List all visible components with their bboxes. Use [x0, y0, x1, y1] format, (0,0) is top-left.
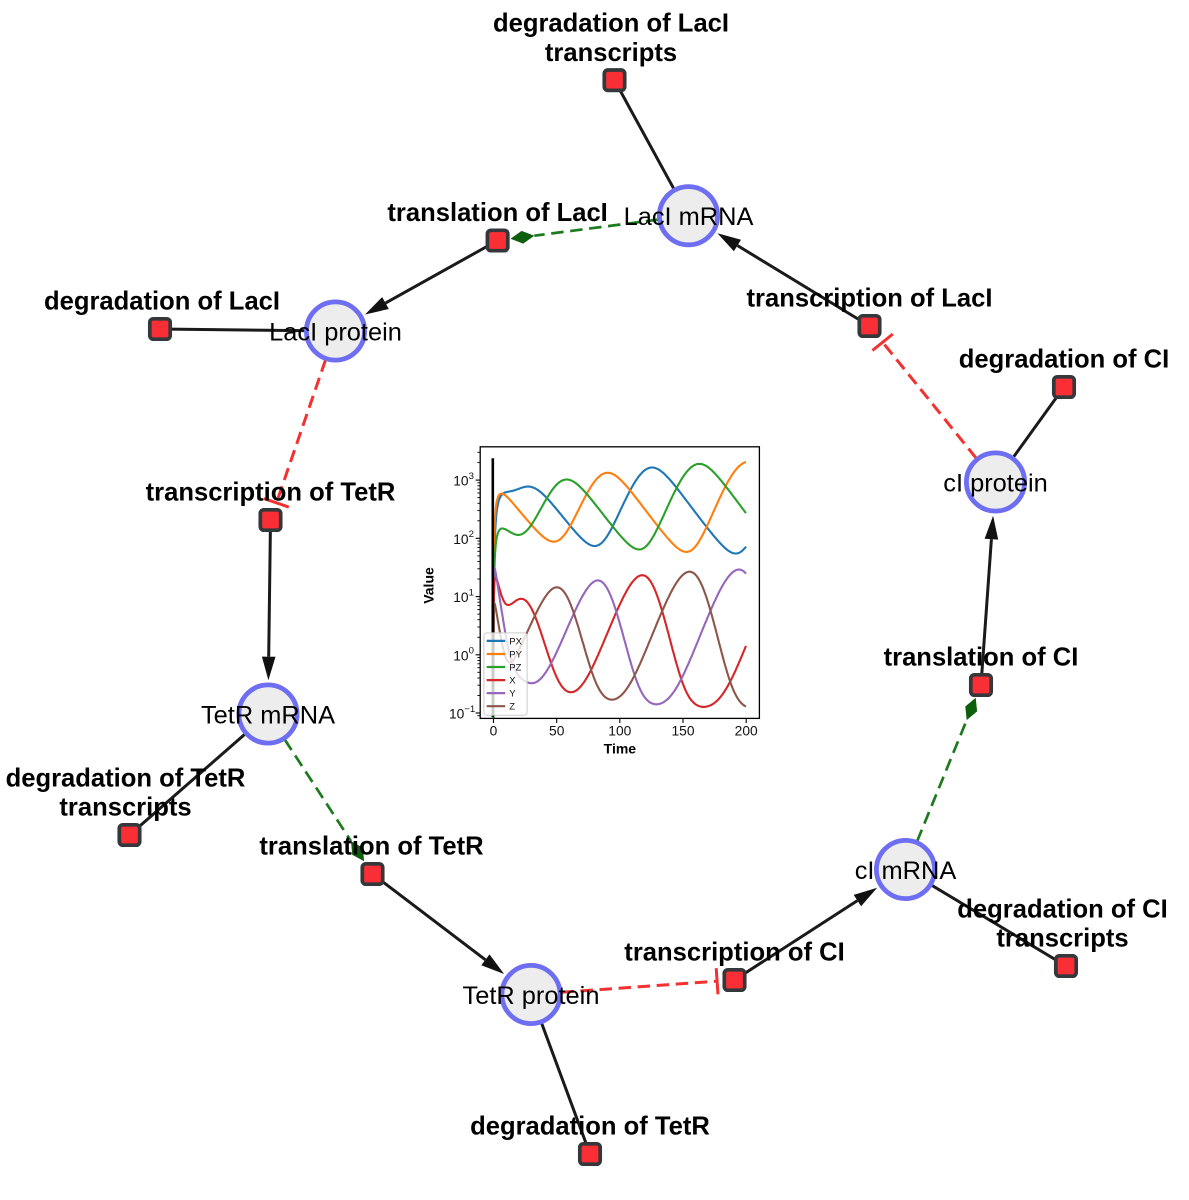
svg-text:10: 10: [449, 707, 465, 722]
svg-text:transcription of LacI: transcription of LacI: [746, 285, 992, 313]
svg-text:PX: PX: [509, 636, 522, 647]
svg-text:10: 10: [453, 590, 469, 605]
svg-text:Y: Y: [509, 689, 516, 700]
svg-text:0: 0: [490, 724, 498, 739]
svg-text:transcripts: transcripts: [996, 925, 1128, 953]
svg-text:50: 50: [549, 724, 565, 739]
svg-text:Value: Value: [421, 567, 437, 604]
svg-text:3: 3: [469, 471, 474, 482]
svg-text:LacI mRNA: LacI mRNA: [624, 203, 754, 231]
svg-text:degradation of LacI: degradation of LacI: [44, 288, 280, 316]
svg-text:−1: −1: [464, 704, 475, 715]
svg-text:transcripts: transcripts: [59, 794, 191, 822]
svg-text:PY: PY: [509, 649, 522, 660]
svg-text:100: 100: [608, 724, 631, 739]
svg-text:transcription of TetR: transcription of TetR: [146, 479, 396, 507]
svg-text:TetR mRNA: TetR mRNA: [201, 701, 335, 729]
svg-text:200: 200: [735, 724, 758, 739]
svg-text:transcripts: transcripts: [545, 39, 677, 67]
svg-text:transcription of CI: transcription of CI: [624, 939, 844, 967]
svg-text:degradation of TetR: degradation of TetR: [6, 764, 246, 792]
svg-text:LacI protein: LacI protein: [269, 318, 402, 346]
svg-text:Z: Z: [509, 702, 515, 713]
svg-text:10: 10: [453, 474, 469, 489]
svg-text:10: 10: [453, 648, 469, 663]
svg-text:degradation of LacI: degradation of LacI: [493, 10, 729, 38]
svg-text:Time: Time: [604, 741, 637, 757]
svg-text:degradation of TetR: degradation of TetR: [470, 1113, 710, 1141]
svg-text:translation of LacI: translation of LacI: [387, 199, 607, 227]
svg-text:cI protein: cI protein: [943, 469, 1047, 497]
svg-text:0: 0: [469, 646, 474, 657]
svg-text:PZ: PZ: [509, 662, 521, 673]
svg-text:1: 1: [469, 587, 474, 598]
svg-text:TetR protein: TetR protein: [463, 982, 600, 1010]
svg-text:translation of TetR: translation of TetR: [259, 833, 483, 861]
svg-text:cI mRNA: cI mRNA: [855, 857, 957, 885]
svg-text:X: X: [509, 676, 516, 687]
svg-text:2: 2: [469, 529, 474, 540]
svg-text:10: 10: [453, 532, 469, 547]
svg-text:degradation of CI: degradation of CI: [959, 346, 1169, 374]
svg-text:translation of CI: translation of CI: [884, 644, 1079, 672]
svg-text:150: 150: [671, 724, 694, 739]
svg-text:degradation of CI: degradation of CI: [957, 895, 1167, 923]
